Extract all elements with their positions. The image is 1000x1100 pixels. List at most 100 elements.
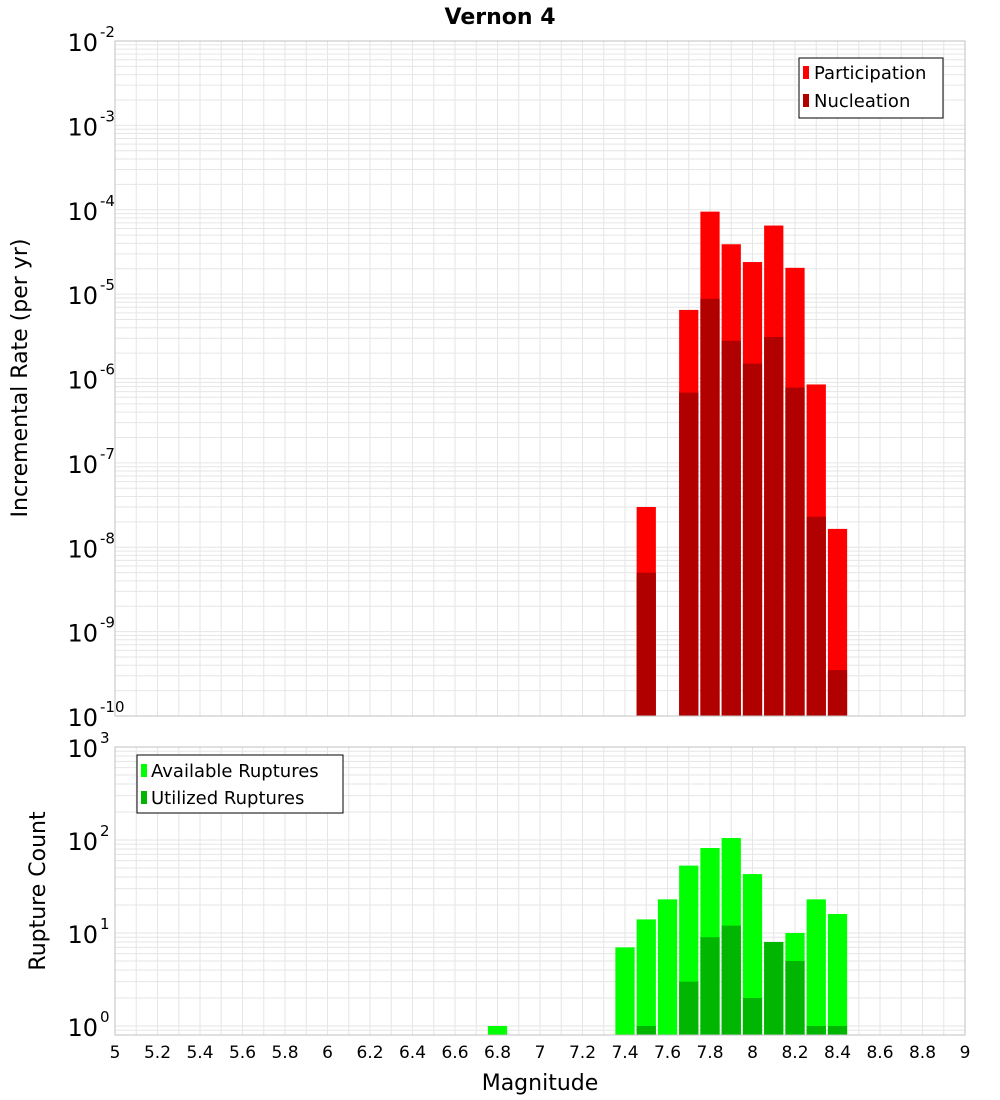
bottom-y-tick-label: 10 <box>67 735 98 763</box>
x-tick-label: 6.6 <box>441 1043 468 1063</box>
x-tick-label: 7.8 <box>696 1043 723 1063</box>
bottom-y-tick-label: 10 <box>67 1014 98 1042</box>
top-y-tick-label: 10 <box>67 367 98 395</box>
x-tick-label: 9 <box>960 1043 971 1063</box>
top-bar-nucleation <box>700 298 720 716</box>
x-tick-label: 7 <box>535 1043 546 1063</box>
top-y-tick-label: 10 <box>67 29 98 57</box>
top-bar-nucleation <box>764 337 784 716</box>
top-bar-nucleation <box>806 516 826 716</box>
top-bar-nucleation <box>721 340 741 716</box>
bottom-bar-available-ruptures <box>487 1025 508 1035</box>
x-tick-label: 7.2 <box>569 1043 596 1063</box>
bottom-plot-frame <box>114 746 966 1036</box>
legend-swatch-participation <box>803 66 809 79</box>
x-tick-label: 8.4 <box>824 1043 851 1063</box>
bottom-bar-utilized-ruptures <box>742 997 763 1035</box>
legend-swatch-available <box>141 764 147 777</box>
bottom-bar-utilized-ruptures <box>636 1025 656 1035</box>
bottom-bar-utilized-ruptures <box>806 1025 826 1035</box>
chart-title: Vernon 4 <box>445 5 556 30</box>
bottom-bars <box>487 838 848 1035</box>
top-bar-nucleation <box>636 572 656 716</box>
x-tick-label: 8.6 <box>866 1043 893 1063</box>
bottom-legend: Available Ruptures Utilized Ruptures <box>136 754 344 814</box>
x-tick-label: 6.2 <box>356 1043 383 1063</box>
x-tick-label: 8.2 <box>781 1043 808 1063</box>
bottom-y-tick-label: 10 <box>67 921 98 949</box>
x-tick-label: 6 <box>322 1043 333 1063</box>
x-tick-label: 5.2 <box>144 1043 171 1063</box>
top-legend-box <box>798 57 944 119</box>
top-y-tick-label: 10 <box>67 282 98 310</box>
legend-label-nucleation: Nucleation <box>814 91 910 112</box>
top-bar-nucleation <box>679 392 699 716</box>
bottom-bar-utilized-ruptures <box>827 1025 848 1035</box>
top-y-tick-exponent: -8 <box>100 529 115 547</box>
top-y-tick-exponent: -5 <box>100 276 115 294</box>
x-tick-label: 5.6 <box>229 1043 256 1063</box>
x-ticks: 5 5.2 5.4 5.6 5.8 6 6.2 6.4 6.6 6.8 7 7.2 7.4 7.6 7.8 8… <box>110 1043 971 1063</box>
top-y-axis-label: Incremental Rate (per yr) <box>8 239 33 518</box>
top-bar-nucleation <box>827 670 848 716</box>
top-y-tick-exponent: -3 <box>100 107 115 125</box>
bottom-bar-utilized-ruptures <box>785 960 805 1035</box>
top-bars <box>636 211 848 717</box>
x-tick-label: 7.4 <box>611 1043 638 1063</box>
top-y-tick-label: 10 <box>67 113 98 141</box>
bottom-bar-available-ruptures <box>742 874 763 1035</box>
top-bar-nucleation <box>742 363 763 716</box>
top-bar-participation <box>827 528 848 716</box>
x-axis-label: Magnitude <box>482 1071 599 1096</box>
legend-swatch-nucleation <box>803 94 809 107</box>
x-tick-label: 5.8 <box>271 1043 298 1063</box>
top-y-ticks: 10-210-310-410-510-610-710-810-910-10 <box>67 23 124 732</box>
x-tick-label: 8.8 <box>909 1043 936 1063</box>
top-y-tick-exponent: -6 <box>100 361 115 379</box>
bottom-bar-utilized-ruptures <box>764 942 784 1035</box>
top-y-tick-label: 10 <box>67 704 98 732</box>
top-bar-nucleation <box>785 387 805 716</box>
bottom-legend-box <box>136 754 344 814</box>
top-legend: Participation Nucleation <box>798 57 944 119</box>
bottom-bar-utilized-ruptures <box>679 981 699 1035</box>
bottom-bar-utilized-ruptures <box>700 937 720 1035</box>
bottom-bar-available-ruptures <box>657 899 678 1035</box>
top-y-tick-exponent: -4 <box>100 192 115 210</box>
top-y-tick-label: 10 <box>67 535 98 563</box>
bottom-y-axis-label: Rupture Count <box>26 811 51 971</box>
legend-label-utilized: Utilized Ruptures <box>151 788 304 809</box>
top-y-tick-exponent: -10 <box>100 698 125 716</box>
legend-label-participation: Participation <box>814 63 926 84</box>
top-y-tick-exponent: -2 <box>100 23 115 41</box>
legend-swatch-utilized <box>141 791 147 804</box>
legend-label-available: Available Ruptures <box>151 761 319 782</box>
bottom-bar-available-ruptures <box>615 947 635 1035</box>
bottom-bar-available-ruptures <box>806 899 826 1035</box>
top-y-tick-label: 10 <box>67 198 98 226</box>
bottom-y-tick-exponent: 2 <box>100 822 110 840</box>
top-y-tick-label: 10 <box>67 451 98 479</box>
top-panel: 10-210-310-410-510-610-710-810-910-10 Pa… <box>8 23 966 732</box>
bottom-y-tick-exponent: 0 <box>100 1008 110 1026</box>
bottom-bar-available-ruptures <box>827 914 848 1035</box>
x-tick-label: 5.4 <box>186 1043 213 1063</box>
x-tick-label: 6.4 <box>399 1043 426 1063</box>
top-y-tick-label: 10 <box>67 620 98 648</box>
bottom-bar-available-ruptures <box>636 919 656 1035</box>
x-tick-label: 6.8 <box>484 1043 511 1063</box>
bottom-y-tick-exponent: 1 <box>100 915 110 933</box>
top-y-tick-exponent: -7 <box>100 445 115 463</box>
top-grid <box>114 40 966 717</box>
x-tick-label: 7.6 <box>654 1043 681 1063</box>
top-y-tick-exponent: -9 <box>100 614 115 632</box>
x-tick-label: 8 <box>747 1043 758 1063</box>
top-plot-frame <box>114 40 966 717</box>
bottom-y-tick-label: 10 <box>67 828 98 856</box>
bottom-y-tick-exponent: 3 <box>100 729 110 747</box>
x-tick-label: 5 <box>110 1043 121 1063</box>
bottom-bar-utilized-ruptures <box>721 925 741 1035</box>
